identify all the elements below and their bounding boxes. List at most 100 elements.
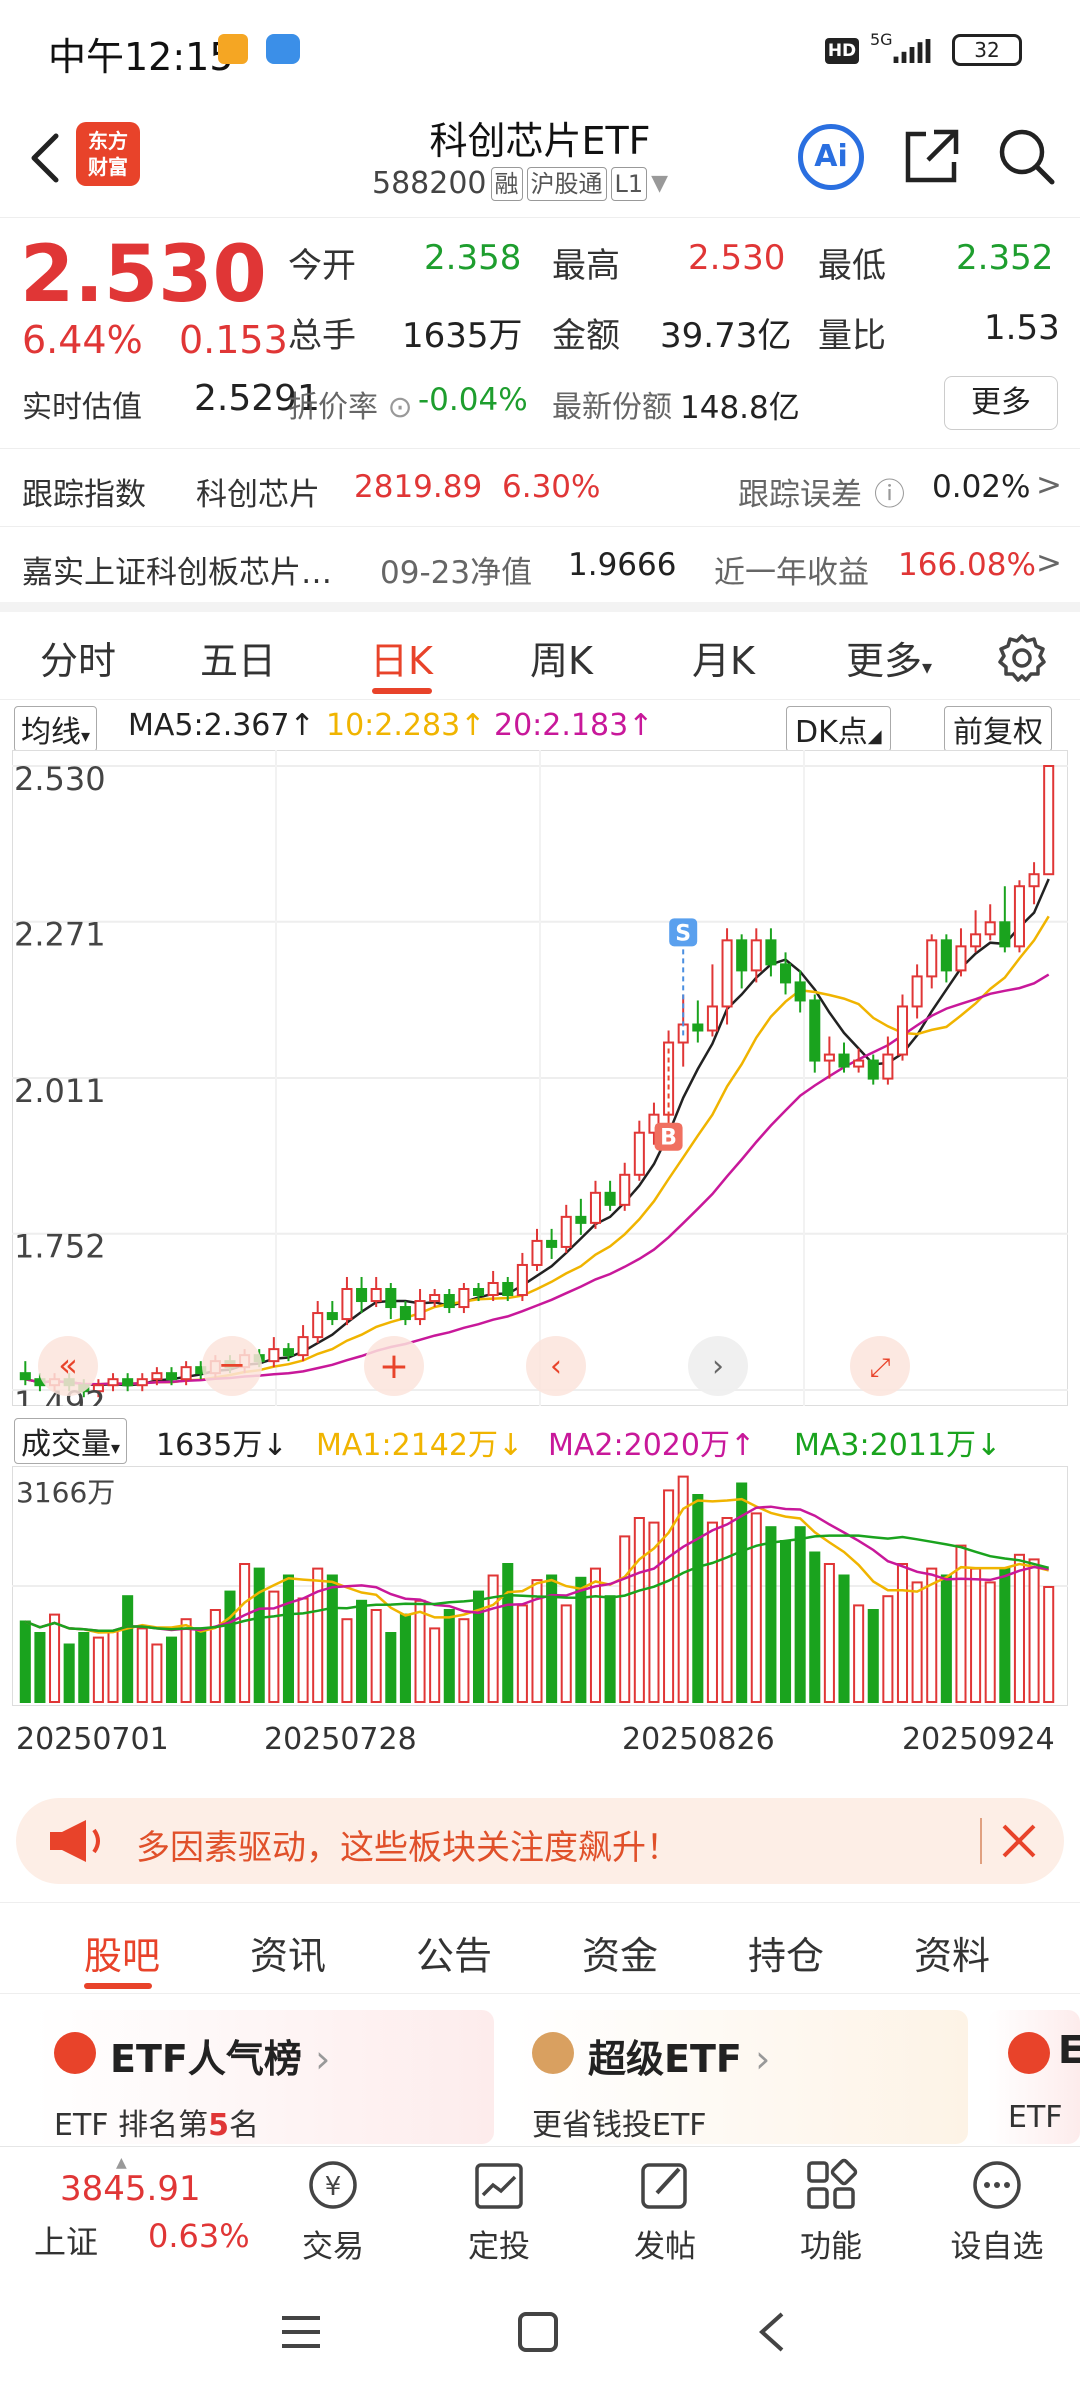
volume-bar: [151, 1643, 163, 1703]
candle: [1013, 885, 1025, 948]
etf-popularity-card[interactable]: ETF人气榜 › ETF 排名第5名: [34, 2010, 494, 2144]
tab-announcements[interactable]: 公告: [416, 1934, 493, 1978]
more-button[interactable]: 更多: [944, 376, 1058, 430]
nav-functions[interactable]: 功能: [776, 2157, 886, 2266]
tracking-error-value: 0.02%: [932, 469, 1031, 505]
tab-five-day[interactable]: 五日: [200, 639, 277, 683]
volume-bar: [531, 1579, 543, 1703]
ma-indicator-bar: 均线▾ MA5:2.367↑ 10:2.283↑ 20:2.183↑ DK点◢ …: [0, 700, 1080, 752]
super-etf-card[interactable]: 超级ETF › 更省钱投ETF: [512, 2010, 968, 2144]
volume-bar: [999, 1567, 1011, 1703]
fund-row[interactable]: 嘉实上证科创板芯片… 09-23净值 1.9666 近一年收益 166.08% …: [0, 526, 1080, 602]
card-subtitle: ETF: [1008, 2100, 1063, 2135]
dk-point-selector[interactable]: DK点◢: [786, 706, 891, 752]
tracking-row[interactable]: 跟踪指数 科创芯片 2819.89 6.30% 跟踪误差 ⓘ 0.02% >: [0, 448, 1080, 526]
back-arrow-icon[interactable]: [22, 128, 72, 188]
zoom-out-button[interactable]: [202, 1336, 262, 1396]
megaphone-icon: [50, 1820, 100, 1862]
stock-code-row[interactable]: 588200 融 沪股通 L1 ▼: [372, 166, 668, 201]
candle: [19, 1372, 31, 1381]
ratio-value: 1.53: [984, 308, 1060, 348]
change-amount: 0.153: [178, 318, 288, 362]
volume-bar: [312, 1567, 324, 1703]
candle: [692, 1023, 704, 1032]
ma-selector[interactable]: 均线▾: [14, 706, 98, 752]
candle: [619, 1173, 631, 1206]
tab-more[interactable]: 更多▾: [846, 639, 933, 683]
candle: [896, 1005, 909, 1056]
active-tab-indicator: [372, 688, 432, 694]
volume-bar: [896, 1563, 909, 1703]
volume-bar: [955, 1544, 967, 1703]
zoom-in-button[interactable]: [364, 1336, 424, 1396]
candle: [516, 1263, 528, 1297]
back-icon[interactable]: [752, 2310, 792, 2354]
volume-bar: [940, 1574, 952, 1703]
close-icon[interactable]: [1000, 1822, 1038, 1860]
tab-monthly-k[interactable]: 月K: [692, 639, 755, 683]
double-left-icon: «: [58, 1346, 78, 1384]
chart-zoom-controls: « − + ‹ › ⤢: [38, 1336, 910, 1396]
vol-ma1: MA1:2142万↓: [316, 1428, 524, 1463]
scroll-left-button[interactable]: [38, 1336, 98, 1396]
volume-bar: [867, 1609, 879, 1703]
volume-bar: [224, 1590, 236, 1703]
tab-forum[interactable]: 股吧: [84, 1934, 161, 1978]
tab-weekly-k[interactable]: 周K: [530, 639, 593, 683]
shares-value: 148.8亿: [680, 390, 800, 426]
settings-gear-icon[interactable]: [996, 632, 1048, 684]
step-right-button[interactable]: [688, 1336, 748, 1396]
etf-card-partial[interactable]: E ETF: [988, 2010, 1080, 2144]
volume-bar: [633, 1517, 645, 1703]
card-title: E: [1058, 2028, 1080, 2072]
trade-icon: ¥: [309, 2161, 357, 2209]
nav-trade[interactable]: ¥ 交易: [278, 2157, 388, 2266]
nav-label: 09-23净值: [380, 555, 533, 591]
tracking-label: 跟踪指数: [22, 477, 146, 513]
candle: [341, 1288, 353, 1321]
chevron-left-icon: ‹: [550, 1349, 562, 1384]
share-icon[interactable]: [900, 126, 962, 188]
volume-bar: [253, 1567, 265, 1703]
candle: [940, 939, 952, 972]
menu-icon[interactable]: [278, 2310, 324, 2354]
shares-label: 最新份额: [552, 390, 672, 425]
amount-field: 金额: [552, 316, 620, 356]
home-icon[interactable]: [516, 2310, 560, 2354]
open-field: 今开: [288, 246, 356, 286]
quote-panel: 2.530 6.44% 0.153 今开 2.358 最高 2.530 最低 2…: [0, 218, 1080, 448]
tab-news[interactable]: 资讯: [250, 1934, 327, 1978]
tab-intraday[interactable]: 分时: [40, 639, 117, 683]
volume-bar: [268, 1590, 280, 1703]
candle: [911, 975, 923, 1008]
nav-add-watchlist[interactable]: 设自选: [942, 2157, 1052, 2266]
buy-marker-label: B: [660, 1126, 677, 1151]
volume-chart[interactable]: 3166万: [12, 1466, 1068, 1706]
volume-bar: [49, 1613, 61, 1704]
promo-banner[interactable]: 多因素驱动，这些板块关注度飙升！: [16, 1798, 1064, 1884]
volume-bar: [648, 1521, 660, 1703]
search-icon[interactable]: [994, 124, 1058, 188]
nav-fixed-invest[interactable]: 定投: [444, 2157, 554, 2266]
system-nav-bar: [0, 2270, 1080, 2400]
candle: [312, 1312, 324, 1339]
tab-daily-k[interactable]: 日K: [370, 639, 433, 683]
volume-bar: [984, 1581, 996, 1703]
tab-holdings[interactable]: 持仓: [748, 1934, 825, 1978]
sell-marker-label: S: [675, 921, 691, 946]
edit-icon: [641, 2163, 687, 2209]
volume-bar: [970, 1567, 982, 1703]
tab-profile[interactable]: 资料: [914, 1934, 991, 1978]
candle: [867, 1059, 879, 1080]
candle: [633, 1131, 645, 1176]
nav-post[interactable]: 发帖: [610, 2157, 720, 2266]
volume-bar: [326, 1574, 338, 1703]
candle: [955, 945, 967, 972]
volume-selector[interactable]: 成交量▾: [14, 1418, 128, 1464]
ai-assistant-button[interactable]: Ai: [798, 124, 864, 190]
tab-funds[interactable]: 资金: [582, 1934, 659, 1978]
adjust-selector[interactable]: 前复权: [944, 706, 1052, 752]
step-left-button[interactable]: [526, 1336, 586, 1396]
fullscreen-button[interactable]: [850, 1336, 910, 1396]
